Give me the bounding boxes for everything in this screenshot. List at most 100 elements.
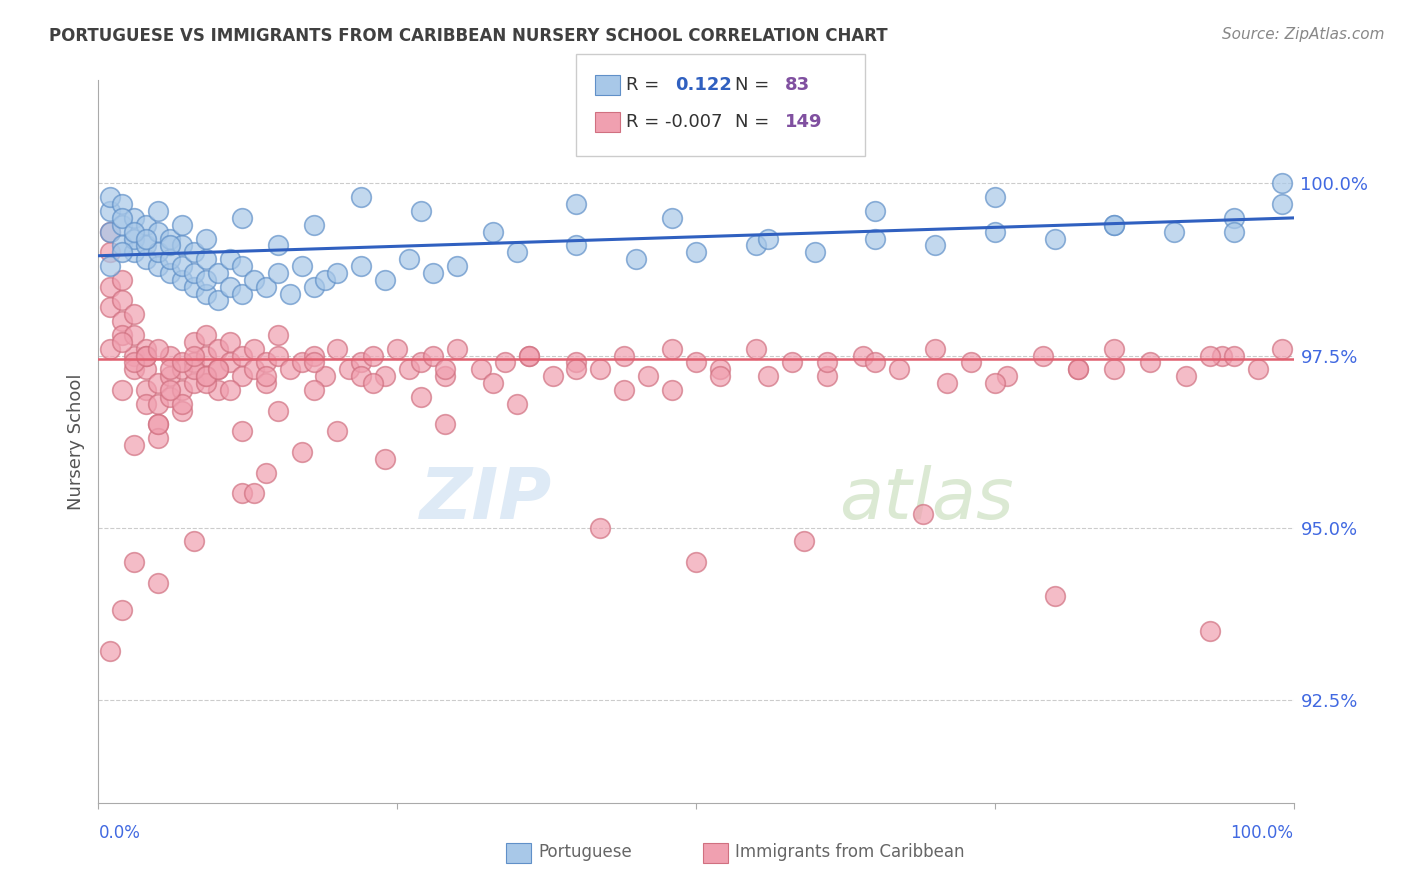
Point: [172, 238, 194, 252]
Point: [817, 369, 839, 384]
Point: [326, 342, 349, 356]
Point: [1175, 369, 1198, 384]
Point: [398, 252, 420, 267]
Point: [302, 218, 325, 232]
Point: [278, 362, 301, 376]
Point: [254, 376, 277, 390]
Point: [315, 273, 337, 287]
Point: [745, 238, 768, 252]
Point: [207, 362, 229, 376]
Text: Source: ZipAtlas.com: Source: ZipAtlas.com: [1222, 27, 1385, 42]
Point: [183, 245, 205, 260]
Point: [482, 225, 505, 239]
Point: [231, 349, 253, 363]
Point: [98, 279, 122, 293]
Point: [111, 238, 134, 252]
Point: [124, 555, 146, 569]
Point: [219, 252, 242, 267]
Text: 83: 83: [785, 76, 810, 94]
Point: [195, 252, 218, 267]
Point: [865, 204, 887, 219]
Point: [159, 238, 181, 252]
Point: [1163, 225, 1185, 239]
Point: [1104, 218, 1126, 232]
Point: [984, 190, 1007, 204]
Point: [98, 204, 122, 219]
Point: [207, 362, 229, 376]
Point: [589, 362, 612, 376]
Point: [315, 369, 337, 384]
Point: [231, 486, 253, 500]
Point: [172, 383, 194, 397]
Point: [195, 349, 218, 363]
Point: [565, 197, 588, 211]
Text: PORTUGUESE VS IMMIGRANTS FROM CARIBBEAN NURSERY SCHOOL CORRELATION CHART: PORTUGUESE VS IMMIGRANTS FROM CARIBBEAN …: [49, 27, 887, 45]
Point: [183, 534, 205, 549]
Point: [1104, 362, 1126, 376]
Point: [385, 342, 409, 356]
Point: [960, 355, 983, 369]
Point: [756, 369, 779, 384]
Point: [470, 362, 492, 376]
Point: [172, 355, 194, 369]
Point: [135, 349, 157, 363]
Point: [111, 273, 134, 287]
Point: [195, 369, 218, 384]
Point: [135, 218, 157, 232]
Point: [254, 369, 277, 384]
Point: [254, 466, 277, 480]
Point: [685, 245, 707, 260]
Point: [434, 369, 457, 384]
Point: [172, 218, 194, 232]
Point: [565, 238, 588, 252]
Point: [111, 314, 134, 328]
Point: [148, 397, 170, 411]
Text: 149: 149: [785, 113, 823, 131]
Point: [1067, 362, 1090, 376]
Text: N =: N =: [735, 76, 775, 94]
Point: [1104, 342, 1126, 356]
Point: [124, 438, 146, 452]
Point: [302, 355, 325, 369]
Point: [219, 334, 242, 349]
Point: [1247, 362, 1270, 376]
Point: [183, 355, 205, 369]
Point: [195, 273, 218, 287]
Point: [124, 349, 146, 363]
Point: [517, 349, 540, 363]
Point: [363, 376, 385, 390]
Point: [756, 231, 779, 245]
Point: [793, 534, 815, 549]
Point: [183, 279, 205, 293]
Point: [231, 369, 253, 384]
Text: N =: N =: [735, 113, 775, 131]
Point: [745, 342, 768, 356]
Point: [135, 362, 157, 376]
Point: [111, 211, 134, 225]
Point: [124, 327, 146, 342]
Point: [506, 245, 529, 260]
Point: [291, 355, 314, 369]
Point: [326, 266, 349, 280]
Point: [565, 362, 588, 376]
Point: [172, 362, 194, 376]
Point: [159, 231, 181, 245]
Y-axis label: Nursery School: Nursery School: [66, 373, 84, 510]
Point: [865, 355, 887, 369]
Point: [661, 342, 683, 356]
Point: [135, 252, 157, 267]
Text: atlas: atlas: [839, 465, 1014, 533]
Point: [243, 486, 266, 500]
Point: [111, 327, 134, 342]
Point: [709, 362, 731, 376]
Point: [183, 266, 205, 280]
Point: [852, 349, 875, 363]
Point: [326, 424, 349, 438]
Point: [1271, 197, 1294, 211]
Text: 100.0%: 100.0%: [1230, 823, 1294, 841]
Point: [350, 355, 373, 369]
Point: [661, 383, 683, 397]
Point: [98, 342, 122, 356]
Point: [172, 273, 194, 287]
Point: [135, 231, 157, 245]
